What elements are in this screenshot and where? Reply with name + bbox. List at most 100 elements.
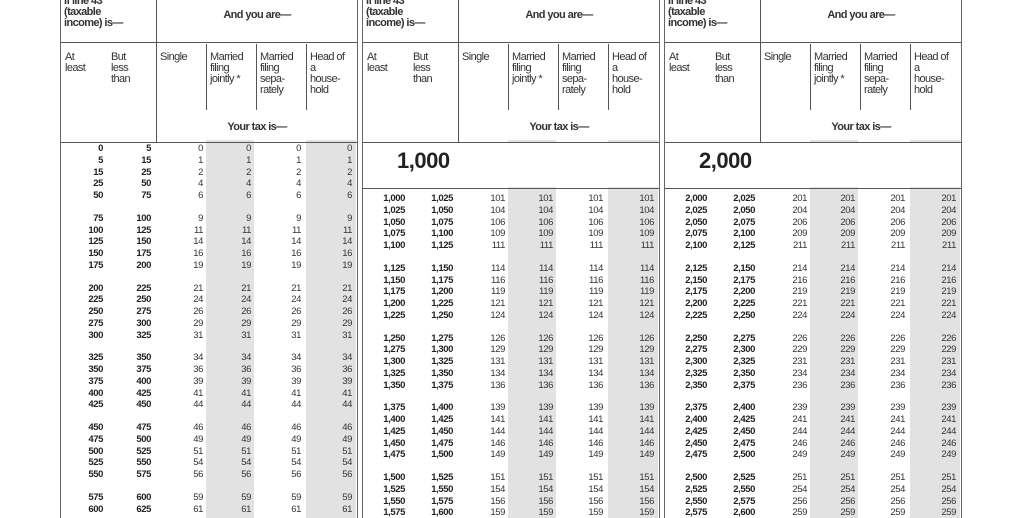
at-least-cell: 1,525 bbox=[383, 483, 405, 495]
divider bbox=[910, 44, 911, 110]
but-less-cell: 525 bbox=[136, 445, 151, 457]
at-least-cell: 2,350 bbox=[685, 379, 707, 391]
at-least-cell: 2,150 bbox=[685, 274, 707, 286]
mfj-tax-cell: 151 bbox=[538, 472, 553, 483]
at-least-cell: 575 bbox=[88, 491, 103, 503]
hoh-tax-cell: 124 bbox=[639, 309, 654, 321]
hoh-tax-cell: 136 bbox=[639, 379, 654, 391]
single-tax-cell: 56 bbox=[193, 469, 203, 480]
at-least-cell: 1,050 bbox=[383, 216, 405, 228]
divider bbox=[206, 44, 207, 110]
single-tax-cell: 121 bbox=[490, 298, 505, 309]
mfj-tax-cell: 34 bbox=[241, 352, 251, 364]
but-less-cell: 1,150 bbox=[431, 262, 453, 274]
mfs-tax-cell: 2 bbox=[296, 166, 301, 178]
single-tax-cell: 49 bbox=[193, 433, 203, 445]
at-least-cell: 150 bbox=[88, 248, 103, 259]
hoh-tax-cell: 144 bbox=[639, 425, 654, 437]
mfj-tax-cell: 26 bbox=[241, 306, 251, 317]
hoh-tax-cell: 146 bbox=[639, 437, 654, 449]
hoh-tax-cell: 216 bbox=[941, 274, 956, 286]
mfj-header: Married filing jointly * bbox=[210, 51, 244, 85]
mfs-tax-cell: 119 bbox=[589, 286, 603, 298]
mfs-tax-cell: 204 bbox=[890, 204, 905, 216]
but-less-cell: 1,450 bbox=[431, 425, 453, 437]
but-less-cell: 1,575 bbox=[431, 495, 453, 507]
mfs-tax-cell: 114 bbox=[589, 262, 603, 274]
at-least-cell: 2,050 bbox=[685, 216, 707, 228]
mfj-tax-cell: 206 bbox=[840, 216, 855, 228]
at-least-cell: 1,425 bbox=[383, 425, 405, 437]
hoh-tax-cell: 226 bbox=[941, 332, 956, 344]
mfs-tax-cell: 239 bbox=[890, 402, 905, 414]
hoh-tax-cell: 221 bbox=[941, 298, 956, 309]
single-tax-cell: 29 bbox=[193, 317, 203, 329]
mfs-tax-cell: 129 bbox=[588, 344, 603, 356]
single-tax-cell: 14 bbox=[193, 236, 203, 248]
but-less-cell: 375 bbox=[136, 364, 151, 375]
hoh-tax-cell: 134 bbox=[639, 367, 654, 379]
but-less-cell: 1,425 bbox=[431, 414, 453, 425]
mfj-tax-cell: 229 bbox=[840, 344, 855, 356]
hoh-tax-cell: 9 bbox=[347, 212, 352, 224]
single-tax-cell: 201 bbox=[792, 193, 807, 204]
mfj-column-shading bbox=[206, 140, 254, 518]
at-least-cell: 550 bbox=[88, 469, 103, 480]
but-less-cell: 200 bbox=[136, 259, 151, 271]
mfj-tax-cell: 1 bbox=[246, 154, 251, 166]
single-tax-cell: 254 bbox=[792, 483, 807, 495]
at-least-cell: 2,575 bbox=[685, 507, 707, 518]
mfj-tax-cell: 111 bbox=[539, 240, 554, 251]
mfs-tax-cell: 4 bbox=[296, 178, 301, 190]
mfj-tax-cell: 246 bbox=[840, 437, 855, 449]
mfs-tax-cell: 136 bbox=[588, 379, 603, 391]
mfj-tax-cell: 126 bbox=[538, 332, 553, 344]
but-less-cell: 2,300 bbox=[733, 344, 755, 356]
hoh-tax-cell: 141 bbox=[639, 414, 654, 425]
divider bbox=[860, 44, 861, 110]
single-tax-cell: 156 bbox=[490, 495, 505, 507]
at-least-cell: 1,125 bbox=[383, 262, 405, 274]
mfs-tax-cell: 141 bbox=[588, 414, 603, 425]
hoh-header: Head of a house- hold bbox=[612, 51, 647, 96]
mfj-tax-cell: 156 bbox=[538, 495, 553, 507]
at-least-cell: 1,300 bbox=[383, 356, 405, 367]
but-less-cell: 2,200 bbox=[733, 286, 755, 298]
but-less-cell: 2,575 bbox=[733, 495, 755, 507]
single-tax-cell: 244 bbox=[792, 425, 807, 437]
hoh-tax-cell: 101 bbox=[639, 193, 654, 204]
single-tax-cell: 46 bbox=[193, 422, 203, 433]
mfs-tax-cell: 209 bbox=[890, 228, 905, 240]
hoh-header: Head of a house- hold bbox=[914, 51, 949, 96]
but-less-cell: 475 bbox=[136, 422, 151, 433]
mfj-tax-cell: 236 bbox=[840, 379, 855, 391]
income-header: If line 43 (taxable income) is— bbox=[64, 0, 123, 29]
single-tax-cell: 204 bbox=[792, 204, 807, 216]
at-least-cell: 350 bbox=[88, 364, 103, 375]
mfj-tax-cell: 14 bbox=[241, 236, 251, 248]
at-least-cell: 1,225 bbox=[383, 309, 405, 321]
mfj-tax-cell: 251 bbox=[840, 472, 855, 483]
hoh-tax-cell: 204 bbox=[941, 204, 956, 216]
mfj-tax-cell: 119 bbox=[539, 286, 553, 298]
mfs-tax-cell: 1 bbox=[296, 154, 301, 166]
hoh-tax-cell: 116 bbox=[640, 274, 654, 286]
mfs-tax-cell: 116 bbox=[589, 274, 603, 286]
divider bbox=[61, 42, 357, 43]
single-tax-cell: 101 bbox=[490, 193, 505, 204]
mfs-tax-cell: 249 bbox=[890, 449, 905, 461]
mfs-tax-cell: 229 bbox=[890, 344, 905, 356]
hoh-tax-cell: 241 bbox=[941, 414, 956, 425]
mfj-tax-cell: 106 bbox=[538, 216, 553, 228]
single-tax-cell: 134 bbox=[490, 367, 505, 379]
mfs-tax-cell: 51 bbox=[291, 445, 301, 457]
single-tax-cell: 234 bbox=[792, 367, 807, 379]
mfs-tax-cell: 254 bbox=[890, 483, 905, 495]
but-less-cell: 1,350 bbox=[431, 367, 453, 379]
mfs-tax-cell: 121 bbox=[588, 298, 603, 309]
mfs-tax-cell: 241 bbox=[890, 414, 905, 425]
but-less-cell: 175 bbox=[136, 248, 151, 259]
single-tax-cell: 154 bbox=[490, 483, 505, 495]
mfs-tax-cell: 151 bbox=[588, 472, 603, 483]
mfs-tax-cell: 216 bbox=[890, 274, 905, 286]
